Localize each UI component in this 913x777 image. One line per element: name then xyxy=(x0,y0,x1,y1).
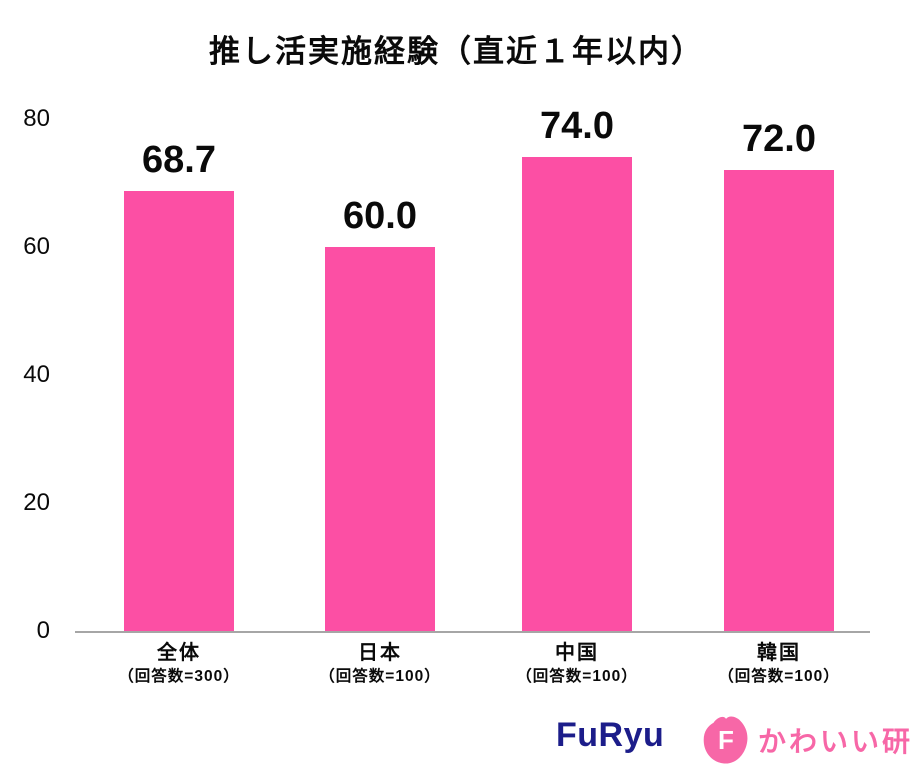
kawaii-lab-logo: F かわいい研 xyxy=(703,714,913,766)
y-tick-label: 80 xyxy=(23,105,50,132)
category-label-group: 日本 （回答数=100） xyxy=(270,641,490,688)
bar-group: 72.0 xyxy=(724,118,834,631)
category-label: 中国 xyxy=(555,642,599,664)
y-tick-label: 60 xyxy=(23,233,50,260)
category-label-group: 韓国 （回答数=100） xyxy=(669,641,889,688)
category-label: 韓国 xyxy=(757,642,801,664)
category-sublabel: （回答数=100） xyxy=(319,668,441,685)
category-label: 全体 xyxy=(157,642,201,664)
category-label-group: 全体 （回答数=300） xyxy=(69,641,289,688)
furyu-logo: FuRyu xyxy=(556,716,665,754)
category-sublabel: （回答数=100） xyxy=(516,668,638,685)
bar-value-label: 68.7 xyxy=(142,139,216,181)
y-tick-label: 20 xyxy=(23,489,50,516)
category-label: 日本 xyxy=(358,642,402,664)
chart-title: 推し活実施経験（直近１年以内） xyxy=(209,34,704,69)
bar-group: 60.0 xyxy=(325,195,435,631)
category-sublabel: （回答数=300） xyxy=(118,668,240,685)
category-label-group: 中国 （回答数=100） xyxy=(467,641,687,688)
kawaii-lab-badge-letter: F xyxy=(718,724,734,755)
x-axis-line xyxy=(75,631,870,633)
bar-group: 68.7 xyxy=(124,139,234,631)
bar-value-label: 60.0 xyxy=(343,195,417,237)
bar-value-label: 74.0 xyxy=(540,105,614,147)
bar xyxy=(724,170,834,631)
kawaii-lab-badge-icon: F xyxy=(703,715,749,765)
y-tick-label: 0 xyxy=(36,617,50,644)
category-sublabel: （回答数=100） xyxy=(718,668,840,685)
bar xyxy=(124,191,234,631)
y-tick-label: 40 xyxy=(23,361,50,388)
bar xyxy=(325,247,435,631)
bar-group: 74.0 xyxy=(522,105,632,631)
kawaii-lab-text: かわいい研 xyxy=(758,726,913,757)
bar-value-label: 72.0 xyxy=(742,118,816,160)
bar xyxy=(522,157,632,631)
